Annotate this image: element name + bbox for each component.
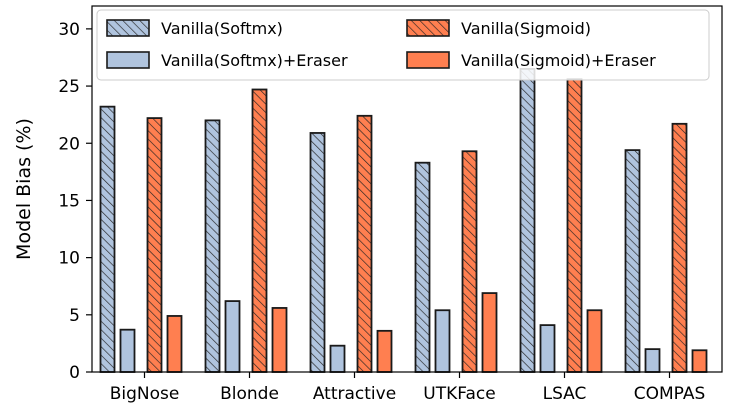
y-tick-label: 20 xyxy=(58,134,80,154)
bar-4-bignose xyxy=(166,315,183,373)
legend-label: Vanilla(Sigmoid) xyxy=(461,19,591,38)
bar-3-blonde xyxy=(251,88,268,373)
y-tick-label: 30 xyxy=(58,20,80,40)
x-tick-label-blonde: Blonde xyxy=(220,384,279,404)
bar-hatch xyxy=(625,150,640,372)
y-tick-label: 25 xyxy=(58,77,80,97)
y-tick-label: 0 xyxy=(69,363,80,383)
bar-4-compas xyxy=(691,349,708,373)
bar-hatch xyxy=(520,68,535,372)
bar-hatch xyxy=(310,132,325,372)
bars-group xyxy=(99,68,708,373)
axes-frame xyxy=(91,5,723,373)
legend-box xyxy=(96,9,710,81)
y-tick-label: 10 xyxy=(58,249,80,269)
bar-fill xyxy=(692,350,707,372)
bar-hatch xyxy=(100,106,115,373)
bar-1-utkface xyxy=(414,161,431,373)
x-axis-ticks: BigNose Blonde Attractive UTKFace LSAC COMPAS xyxy=(110,372,706,404)
y-axis-ticks: 0 5 10 15 20 25 30 xyxy=(58,20,92,383)
legend-swatch-outline xyxy=(106,19,150,37)
bar-hatch xyxy=(147,118,162,373)
bar-fill xyxy=(167,315,182,372)
bar-1-blonde xyxy=(204,119,221,373)
bar-hatch xyxy=(357,115,372,373)
bar-fill xyxy=(645,349,660,372)
bar-hatch xyxy=(672,123,687,373)
legend-swatch xyxy=(407,52,449,68)
x-tick-label-attractive: Attractive xyxy=(313,384,396,404)
legend: Vanilla(Softmx) Vanilla(Softmx)+Eraser Van… xyxy=(96,9,710,81)
bar-1-compas xyxy=(624,149,641,373)
bar-fill xyxy=(120,329,135,372)
bar-fill xyxy=(435,310,450,372)
bar-fill xyxy=(587,310,602,372)
legend-label: Vanilla(Sigmoid)+Eraser xyxy=(461,51,656,70)
bar-2-lsac xyxy=(539,324,556,373)
bar-hatch xyxy=(462,151,477,372)
bar-fill xyxy=(482,293,497,372)
bar-4-attractive xyxy=(376,329,393,373)
legend-item-3: Vanilla(Sigmoid) xyxy=(406,19,591,38)
bar-1-bignose xyxy=(99,105,116,373)
legend-item-1: Vanilla(Softmx) xyxy=(106,19,283,38)
bar-3-bignose xyxy=(146,117,163,373)
bar-hatch xyxy=(252,89,267,373)
bar-hatch xyxy=(415,162,430,372)
x-tick-label-lsac: LSAC xyxy=(543,384,587,404)
x-tick-label-utkface: UTKFace xyxy=(423,384,495,404)
bar-4-utkface xyxy=(481,292,498,373)
y-tick-label: 15 xyxy=(58,191,80,211)
bar-hatch xyxy=(205,120,220,372)
bar-1-lsac xyxy=(519,68,536,373)
bar-3-lsac xyxy=(566,78,583,373)
legend-swatch-hatch xyxy=(407,20,449,36)
bar-fill xyxy=(330,345,345,372)
legend-swatch-outline xyxy=(106,51,150,69)
y-axis-title: Model Bias (%) xyxy=(13,118,35,260)
bar-2-utkface xyxy=(434,309,451,373)
bar-fill xyxy=(272,307,287,372)
bar-3-compas xyxy=(671,122,688,373)
bar-4-blonde xyxy=(271,307,288,373)
legend-swatch-outline xyxy=(406,51,450,69)
x-tick-label-compas: COMPAS xyxy=(634,384,706,404)
bar-1-attractive xyxy=(309,132,326,373)
legend-item-2: Vanilla(Softmx)+Eraser xyxy=(106,51,348,70)
x-tick-label-bignose: BigNose xyxy=(110,384,180,404)
plot-border xyxy=(91,5,723,373)
bar-fill xyxy=(540,325,555,372)
legend-swatch xyxy=(107,52,149,68)
bar-2-attractive xyxy=(329,344,346,373)
bar-3-utkface xyxy=(461,150,478,373)
bar-4-lsac xyxy=(586,309,603,373)
legend-item-4: Vanilla(Sigmoid)+Eraser xyxy=(406,51,656,70)
bar-fill xyxy=(377,330,392,372)
bar-hatch xyxy=(567,79,582,372)
bar-3-attractive xyxy=(356,114,373,373)
bar-2-blonde xyxy=(224,300,241,373)
legend-label: Vanilla(Softmx)+Eraser xyxy=(161,51,348,70)
bar-fill xyxy=(225,301,240,372)
y-tick-label: 5 xyxy=(69,306,80,326)
bar-2-bignose xyxy=(119,328,136,373)
legend-swatch-hatch xyxy=(107,20,149,36)
bar-2-compas xyxy=(644,348,661,373)
legend-swatch-outline xyxy=(406,19,450,37)
legend-label: Vanilla(Softmx) xyxy=(161,19,283,38)
